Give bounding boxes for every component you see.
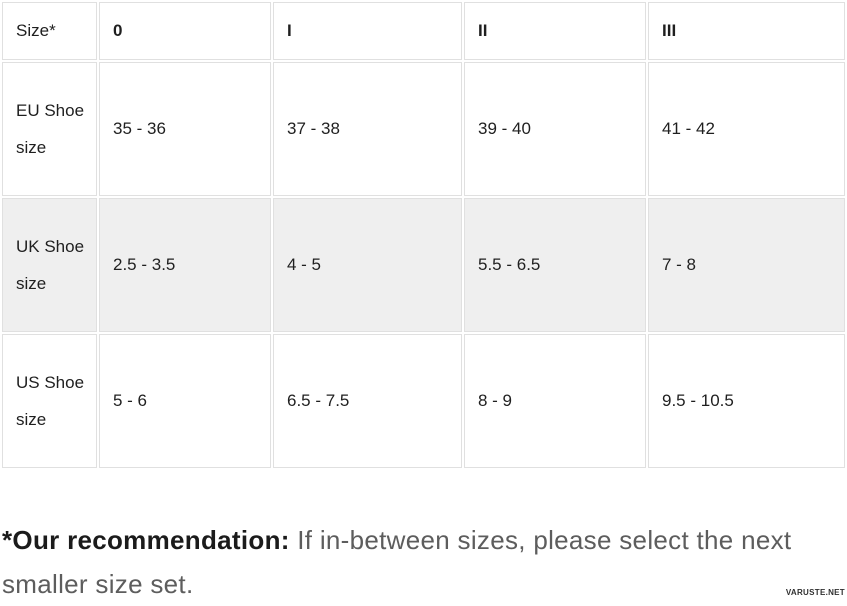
table-cell-uk-3: 7 - 8 — [648, 198, 845, 332]
table-row-us: US Shoe size 5 - 6 6.5 - 7.5 8 - 9 9.5 -… — [2, 334, 845, 468]
table-cell-uk-2: 5.5 - 6.5 — [464, 198, 646, 332]
recommendation-note: *Our recommendation: If in-between sizes… — [0, 518, 847, 606]
table-row-uk: UK Shoe size 2.5 - 3.5 4 - 5 5.5 - 6.5 7… — [2, 198, 845, 332]
row-label-us: US Shoe size — [2, 334, 97, 468]
column-header-3: III — [648, 2, 845, 60]
table-header-row: Size* 0 I II III — [2, 2, 845, 60]
recommendation-note-text: If in-between sizes, please select the n… — [2, 525, 792, 600]
table-row-eu: EU Shoe size 35 - 36 37 - 38 39 - 40 41 … — [2, 62, 845, 196]
table-cell-eu-1: 37 - 38 — [273, 62, 462, 196]
size-header-cell: Size* — [2, 2, 97, 60]
table-cell-us-1: 6.5 - 7.5 — [273, 334, 462, 468]
table-cell-uk-0: 2.5 - 3.5 — [99, 198, 271, 332]
table-cell-eu-3: 41 - 42 — [648, 62, 845, 196]
watermark: VARUSTE.NET — [785, 588, 845, 597]
column-header-0: 0 — [99, 2, 271, 60]
row-label-uk: UK Shoe size — [2, 198, 97, 332]
table-cell-eu-0: 35 - 36 — [99, 62, 271, 196]
column-header-2: II — [464, 2, 646, 60]
size-chart-table: Size* 0 I II III EU Shoe size 35 - 36 37… — [2, 2, 845, 468]
table-cell-uk-1: 4 - 5 — [273, 198, 462, 332]
table-cell-us-3: 9.5 - 10.5 — [648, 334, 845, 468]
column-header-1: I — [273, 2, 462, 60]
table-cell-us-0: 5 - 6 — [99, 334, 271, 468]
table-cell-us-2: 8 - 9 — [464, 334, 646, 468]
row-label-eu: EU Shoe size — [2, 62, 97, 196]
recommendation-note-label: *Our recommendation: — [2, 525, 290, 555]
table-cell-eu-2: 39 - 40 — [464, 62, 646, 196]
